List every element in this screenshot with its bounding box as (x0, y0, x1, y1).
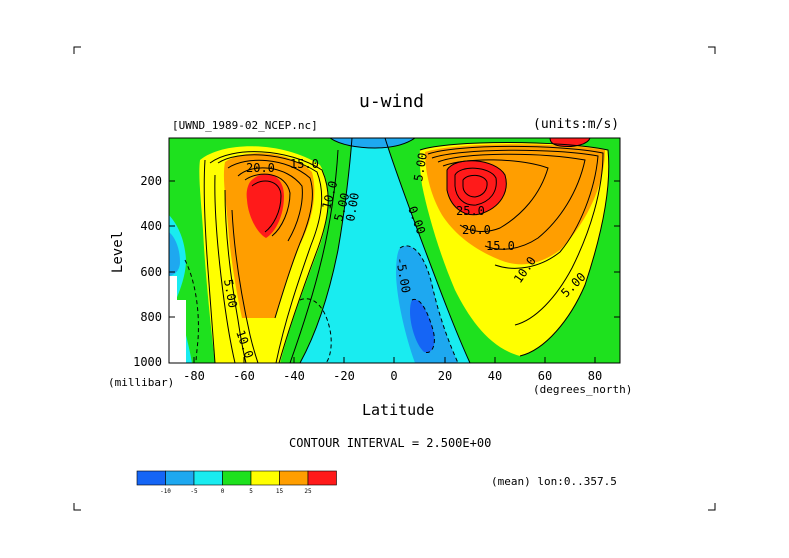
contour-label: 20.0 (246, 161, 275, 175)
colorbar: -10 -5 0 5 15 25 (136, 470, 337, 495)
dataset-label: [UWND_1989-02_NCEP.nc] (172, 119, 318, 132)
y-tick-label: 800 (140, 310, 162, 324)
colorbar-swatch (136, 470, 166, 486)
y-axis-label: Level (110, 231, 126, 273)
mean-note: (mean) lon:0..357.5 (491, 475, 617, 488)
chart-title: u-wind (359, 91, 425, 112)
units-label: (units:m/s) (533, 117, 620, 132)
y-tick-label: 400 (140, 219, 162, 233)
x-tick-label: -40 (283, 369, 305, 383)
colorbar-label: 0 (221, 488, 225, 495)
x-tick-label: 40 (488, 369, 502, 383)
colorbar-swatch (193, 470, 223, 486)
x-tick-label: 20 (438, 369, 452, 383)
x-tick-labels: -80 -60 -40 -20 0 20 40 60 80 (183, 369, 602, 383)
colorbar-label: 25 (304, 488, 312, 495)
tropical-deepblue-core (410, 299, 435, 353)
colorbar-swatch (279, 470, 309, 486)
y-axis-unit: (millibar) (108, 376, 175, 389)
southern-lightblue-pocket (169, 232, 180, 276)
filled-contours (169, 138, 620, 363)
contour-label: 20.0 (462, 223, 491, 237)
x-tick-label: -20 (333, 369, 355, 383)
contour-label: 15.0 (486, 239, 515, 253)
colorbar-swatch (222, 470, 252, 486)
y-tick-label: 1000 (133, 355, 162, 369)
contour-lines (184, 138, 610, 363)
colorbar-swatch (165, 470, 195, 486)
contour-label: 5.00 (411, 152, 430, 183)
x-tick-label: -60 (233, 369, 255, 383)
colorbar-label: -5 (190, 488, 198, 495)
contour-label: 5.00 (221, 278, 240, 309)
y-tick-labels: 200 400 600 800 1000 (133, 174, 162, 369)
colorbar-swatch (307, 470, 337, 486)
colorbar-label: 15 (276, 488, 284, 495)
x-axis-unit: (degrees_north) (533, 383, 633, 396)
x-tick-label: 60 (538, 369, 552, 383)
colorbar-swatch (250, 470, 280, 486)
contour-label: 0.00 (343, 192, 362, 223)
x-axis-label: Latitude (362, 401, 435, 419)
masked-area (169, 276, 186, 363)
y-tick-label: 600 (140, 265, 162, 279)
tropical-blue-region (396, 245, 458, 363)
x-tick-label: -80 (183, 369, 205, 383)
y-axis (169, 180, 620, 318)
colorbar-label: -10 (160, 488, 171, 495)
y-tick-label: 200 (140, 174, 162, 188)
x-axis (193, 357, 596, 363)
x-tick-label: 0 (390, 369, 397, 383)
southern-red-core (246, 173, 284, 238)
contour-label: -5.00 (393, 256, 413, 294)
contour-label: 25.0 (456, 204, 485, 218)
colorbar-label: 5 (249, 488, 253, 495)
x-tick-label: 80 (588, 369, 602, 383)
contour-label: 15.0 (290, 157, 319, 171)
contour-interval: CONTOUR INTERVAL = 2.500E+00 (289, 436, 492, 450)
